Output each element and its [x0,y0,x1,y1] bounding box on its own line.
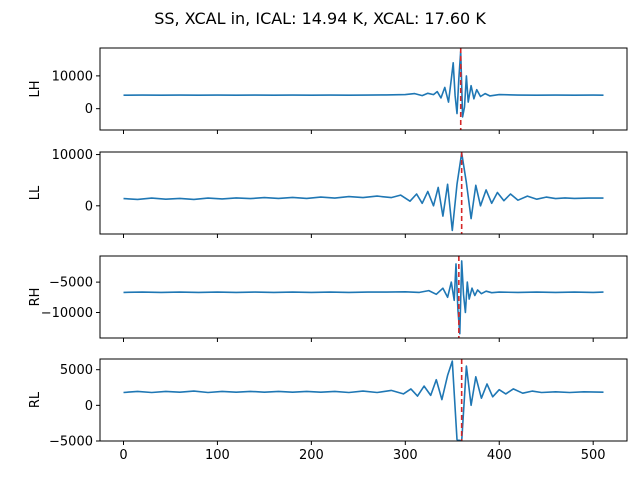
subplot-panels: 010000LH010000LL−10000−5000RH−500005000R… [28,47,628,463]
subplot-lh: 0 10000 LH [28,47,628,134]
y-axis-label: LH [28,80,43,97]
x-tick-label: 0 [119,448,127,463]
series-line-ll [123,152,604,232]
subplot-rh: −10000 −5000 RH [28,255,628,342]
y-tick-label: −5000 [49,276,93,291]
axes-frame [99,358,628,442]
x-tick-label: 100 [205,448,230,463]
series-line-rh [123,260,604,335]
y-tick-label: 0 [85,199,93,214]
y-tick-label: 10000 [52,148,93,163]
y-tick-label: 10000 [52,69,93,84]
x-tick-label: 300 [393,448,418,463]
x-tick-label: 500 [581,448,606,463]
y-axis-label: RL [28,391,43,408]
subplot-ll: 0 10000 LL [28,148,628,238]
series-line-lh [123,50,604,118]
y-axis-label: LL [28,185,43,200]
subplot-rl: −5000 0 5000 RL 0 100 200 300 400 500 [28,358,628,463]
x-tick-label: 400 [487,448,512,463]
y-tick-label: −10000 [41,306,93,321]
y-tick-label: 0 [85,399,93,414]
series-line-rl [123,360,604,441]
y-axis-label: RH [28,288,43,307]
axes-frame [99,151,628,235]
y-tick-label: 5000 [60,363,93,378]
y-tick-label: −5000 [49,435,93,450]
chart-title: SS, XCAL in, ICAL: 14.94 K, XCAL: 17.60 … [154,9,486,28]
x-tick-label: 200 [299,448,324,463]
y-tick-label: 0 [85,102,93,117]
axes-frame [99,255,628,339]
axes-frame [99,47,628,131]
